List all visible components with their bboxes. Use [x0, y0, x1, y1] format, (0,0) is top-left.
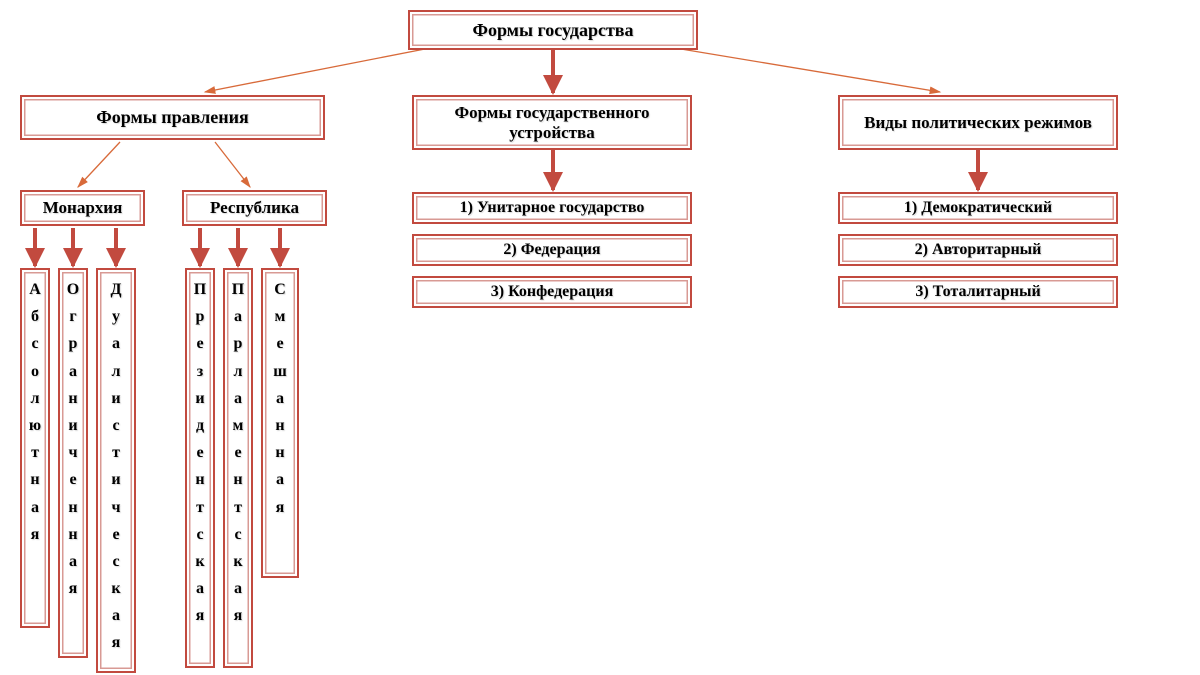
- root-node: Формы государства: [408, 10, 698, 50]
- node-label: Формы правления: [96, 107, 248, 128]
- monarchy-type-0: Абсолютная: [20, 268, 50, 628]
- node-monarchy: Монархия: [20, 190, 145, 226]
- regime-item-1: 2) Авторитарный: [838, 234, 1118, 266]
- structure-item-2: 3) Конфедерация: [412, 276, 692, 308]
- item-label: 2) Федерация: [503, 241, 600, 259]
- root-label: Формы государства: [472, 20, 633, 41]
- republic-type-2: Смешанная: [261, 268, 299, 578]
- item-label: 1) Унитарное государство: [460, 199, 645, 217]
- node-label: Монархия: [43, 198, 123, 218]
- node-republic: Республика: [182, 190, 327, 226]
- node-forms-of-government: Формы правления: [20, 95, 325, 140]
- node-label: Республика: [210, 198, 299, 218]
- republic-type-1: Парламентская: [223, 268, 253, 668]
- monarchy-type-2: Дуалистическая: [96, 268, 136, 673]
- regime-item-2: 3) Тоталитарный: [838, 276, 1118, 308]
- item-label: 2) Авторитарный: [915, 241, 1042, 259]
- item-label: 3) Тоталитарный: [915, 283, 1040, 301]
- republic-type-0: Президентская: [185, 268, 215, 668]
- monarchy-type-1: Ограниченная: [58, 268, 88, 658]
- structure-item-0: 1) Унитарное государство: [412, 192, 692, 224]
- node-political-regimes: Виды политических режимов: [838, 95, 1118, 150]
- regime-item-0: 1) Демократический: [838, 192, 1118, 224]
- structure-item-1: 2) Федерация: [412, 234, 692, 266]
- node-label: Формы государственного устройства: [418, 103, 686, 142]
- node-label: Виды политических режимов: [864, 113, 1092, 133]
- item-label: 1) Демократический: [904, 199, 1052, 217]
- item-label: 3) Конфедерация: [491, 283, 614, 301]
- node-state-structure: Формы государственного устройства: [412, 95, 692, 150]
